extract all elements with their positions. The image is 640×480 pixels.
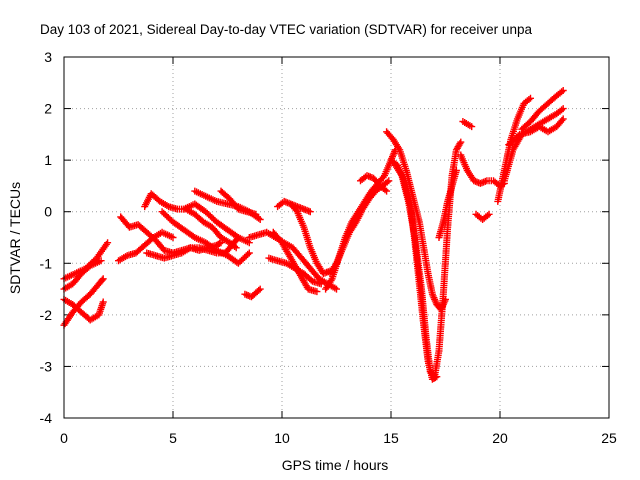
marker-trace [217, 187, 260, 218]
x-axis-label: GPS time / hours [282, 457, 389, 473]
marker-trace [459, 118, 476, 131]
marker-trace [435, 167, 460, 241]
y-tick-label: -2 [40, 307, 53, 323]
x-tick-label: 25 [601, 430, 617, 446]
series-track-27 [459, 118, 476, 131]
y-tick-label: 1 [44, 152, 52, 168]
marker-trace [383, 128, 449, 314]
data-markers [60, 87, 567, 383]
chart-title: Day 103 of 2021, Sidereal Day-to-day VTE… [40, 22, 532, 37]
x-tick-label: 15 [383, 430, 399, 446]
series-track-17 [265, 254, 325, 288]
series-track-18 [287, 200, 314, 216]
y-tick-label: 2 [44, 101, 52, 117]
tick-labels: 0 5 10 15 20 25 -4 -3 -2 -1 0 1 2 3 [40, 49, 617, 446]
marker-trace [287, 200, 314, 216]
x-tick-label: 20 [492, 430, 508, 446]
y-tick-label: 3 [44, 49, 52, 65]
marker-trace [357, 172, 391, 195]
marker-trace [472, 210, 493, 223]
x-tick-label: 5 [169, 430, 177, 446]
x-tick-label: 0 [60, 430, 68, 446]
y-tick-label: -1 [40, 255, 53, 271]
y-axis-label: SDTVAR / TECUs [7, 182, 23, 294]
marker-trace [158, 208, 253, 267]
y-tick-label: -3 [40, 358, 53, 374]
y-tick-label: -4 [40, 410, 53, 426]
series-track-21 [357, 172, 391, 195]
series-track-10 [180, 200, 253, 247]
series-track-32 [518, 87, 567, 133]
marker-trace [326, 177, 393, 278]
marker-trace [265, 254, 325, 288]
marker-trace [241, 285, 264, 301]
marker-trace [180, 200, 253, 247]
series-track-20 [326, 177, 393, 278]
x-tick-label: 10 [274, 430, 290, 446]
series-track-31 [505, 115, 567, 149]
marker-trace [505, 115, 567, 149]
series-track-28 [472, 210, 493, 223]
plot-frame [63, 56, 610, 419]
series-track-9 [158, 208, 253, 267]
series-track-25 [435, 167, 460, 241]
series-track-22 [383, 128, 449, 314]
marker-trace [518, 87, 567, 133]
series-track-12 [217, 187, 260, 218]
series-track-14 [241, 285, 264, 301]
y-tick-label: 0 [44, 204, 52, 220]
